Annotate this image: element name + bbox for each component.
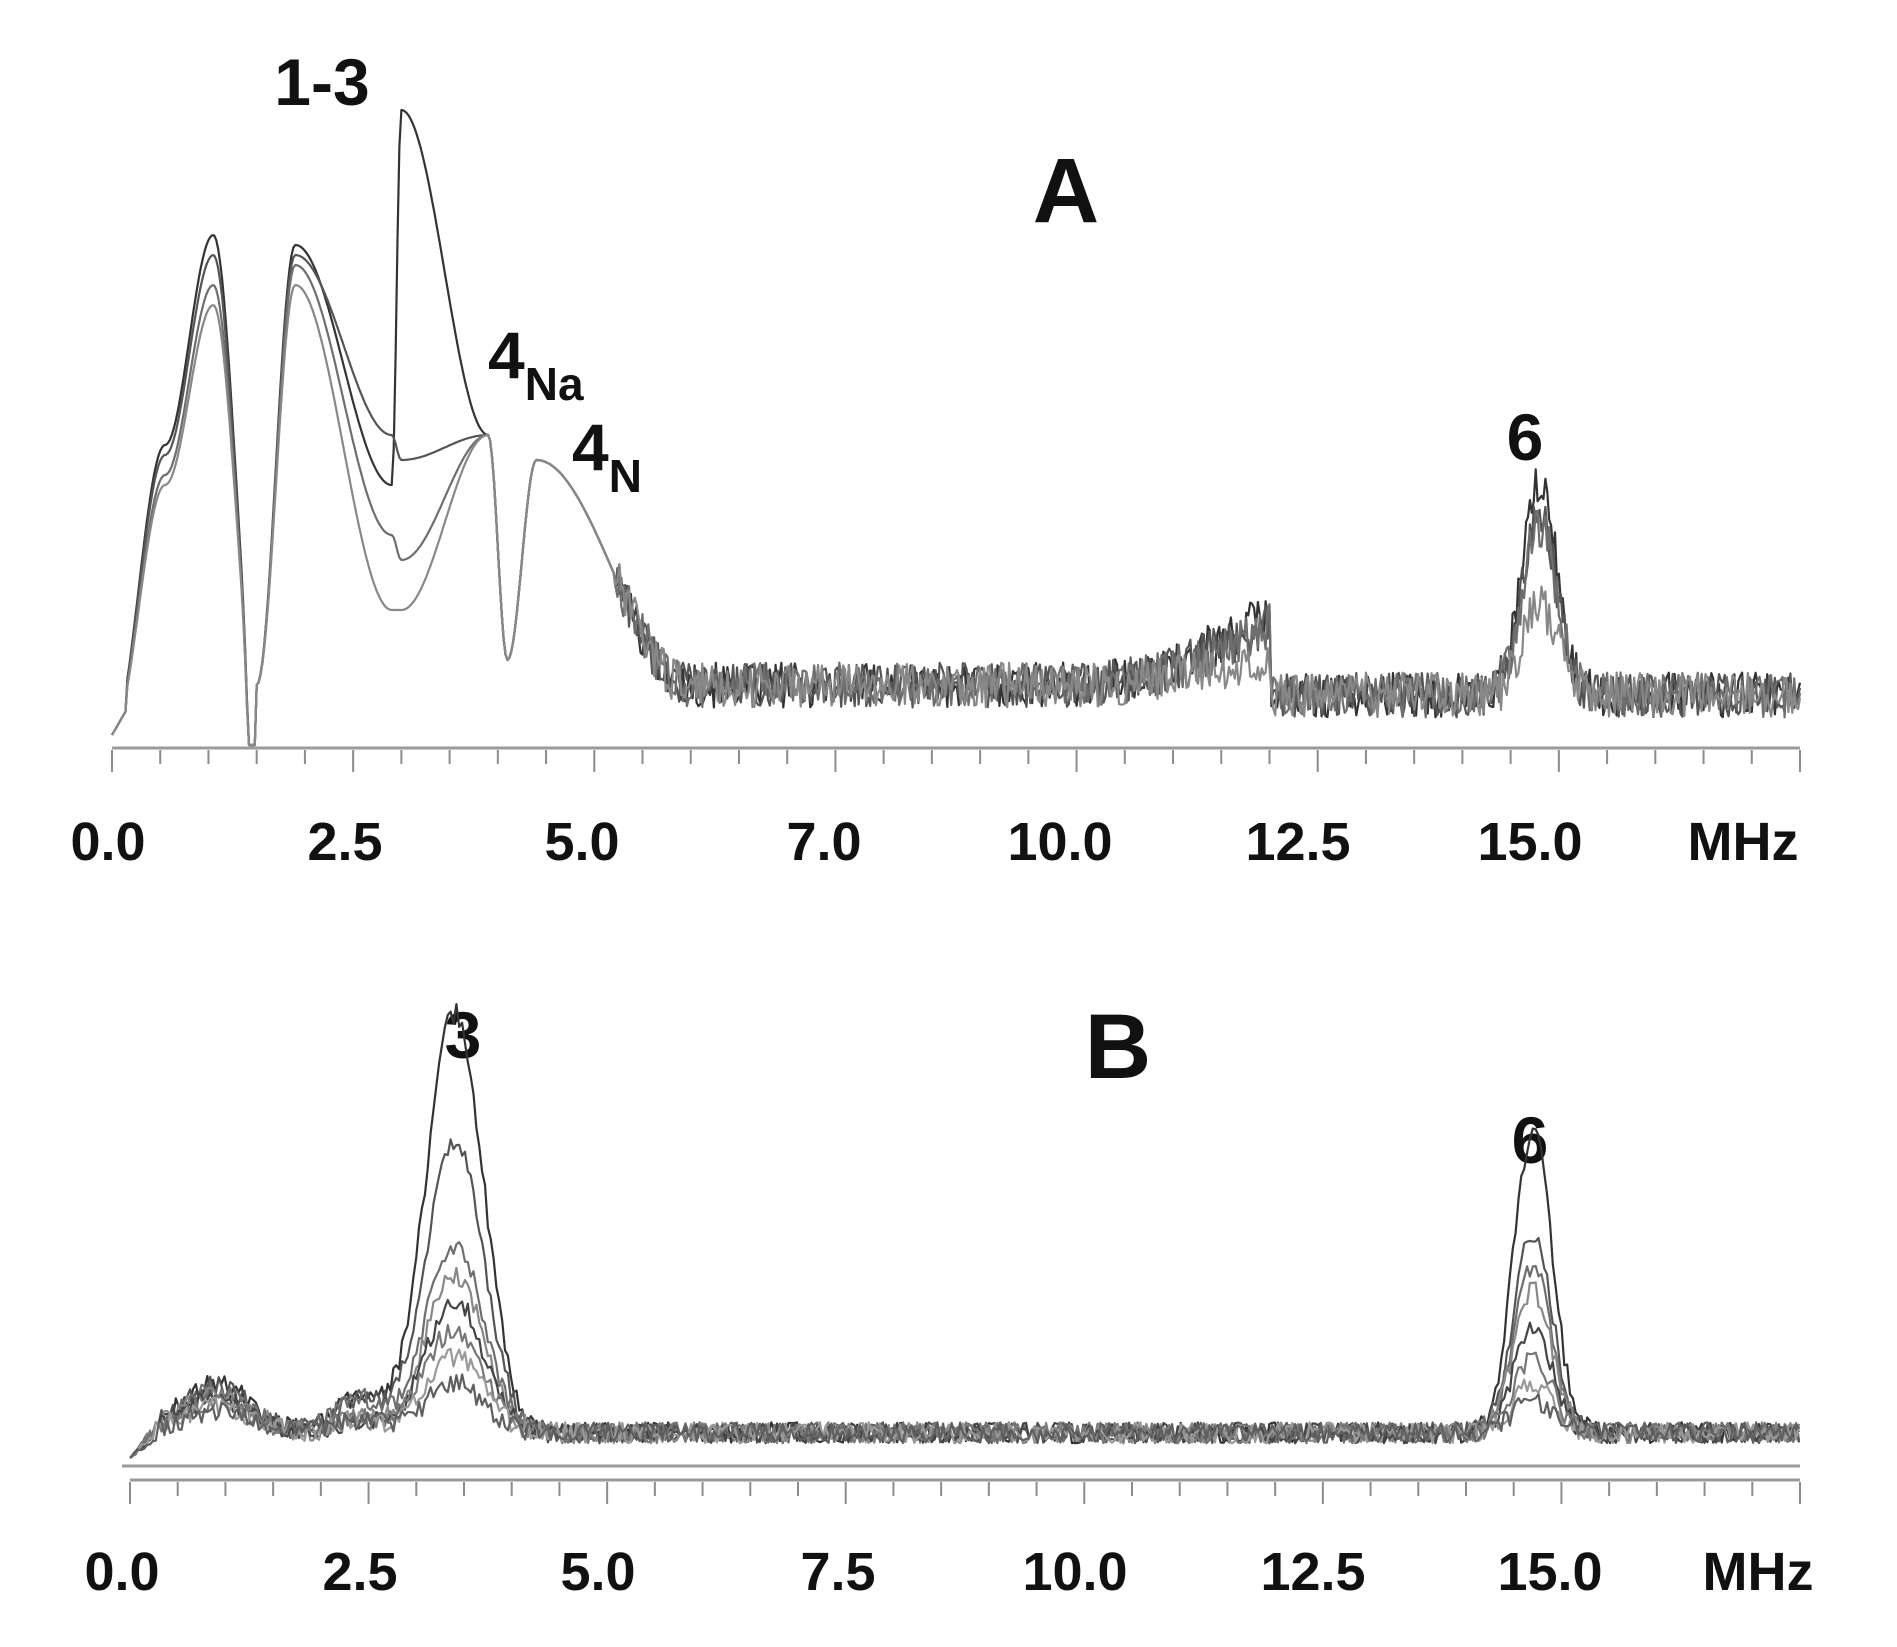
tick-label: 0.0 — [70, 812, 145, 872]
trace-b-7 — [129, 1373, 1800, 1459]
tick-label: 5.0 — [560, 1542, 635, 1602]
tick-label: 10.0 — [1022, 1542, 1127, 1602]
trace-a-2 — [111, 263, 1802, 747]
peak-label-4n: 4N — [572, 410, 642, 502]
tick-labels-b: 0.0 2.5 5.0 7.5 10.0 12.5 15.0 MHz — [84, 1542, 1813, 1602]
panel-b-label: B — [1085, 996, 1151, 1098]
tick-label: 2.5 — [322, 1542, 397, 1602]
peak-label-4na-main: 4 — [488, 318, 525, 392]
trace-a-3 — [111, 283, 1802, 747]
tick-label: 0.0 — [84, 1542, 159, 1602]
peak-label-4na: 4Na — [488, 318, 584, 410]
tick-label: 12.5 — [1260, 1542, 1365, 1602]
panel-a-label: A — [1033, 140, 1099, 242]
tick-label: 2.5 — [307, 812, 382, 872]
peak-label-4n-main: 4 — [572, 410, 609, 484]
tick-label: 7.0 — [786, 812, 861, 872]
tick-label: 15.0 — [1477, 812, 1582, 872]
panel-b: B 3 6 0.0 2.5 5.0 7.5 10.0 12.5 15.0 MHz — [84, 996, 1813, 1602]
ticks-a — [111, 750, 1801, 772]
tick-label: 7.5 — [800, 1542, 875, 1602]
tick-label: 12.5 — [1245, 812, 1350, 872]
tick-label: 10.0 — [1007, 812, 1112, 872]
tick-label: 5.0 — [544, 812, 619, 872]
tick-label: 15.0 — [1497, 1542, 1602, 1602]
unit-label-b: MHz — [1703, 1542, 1814, 1602]
traces-a — [111, 108, 1802, 747]
peak-label-6-a: 6 — [1507, 400, 1544, 474]
panel-a: A 1-3 4Na 4N 6 0.0 2.5 5.0 7.0 10.0 12.5… — [70, 45, 1802, 872]
trace-b-6 — [129, 1347, 1801, 1459]
tick-labels-a: 0.0 2.5 5.0 7.0 10.0 12.5 15.0 MHz — [70, 812, 1798, 872]
trace-a-0 — [111, 108, 1802, 747]
ticks-b — [129, 1482, 1801, 1504]
peak-label-4n-sub: N — [609, 450, 642, 502]
traces-b — [129, 1003, 1801, 1459]
peak-label-4na-sub: Na — [525, 358, 584, 410]
peak-label-1-3: 1-3 — [274, 45, 369, 119]
unit-label-a: MHz — [1688, 812, 1799, 872]
